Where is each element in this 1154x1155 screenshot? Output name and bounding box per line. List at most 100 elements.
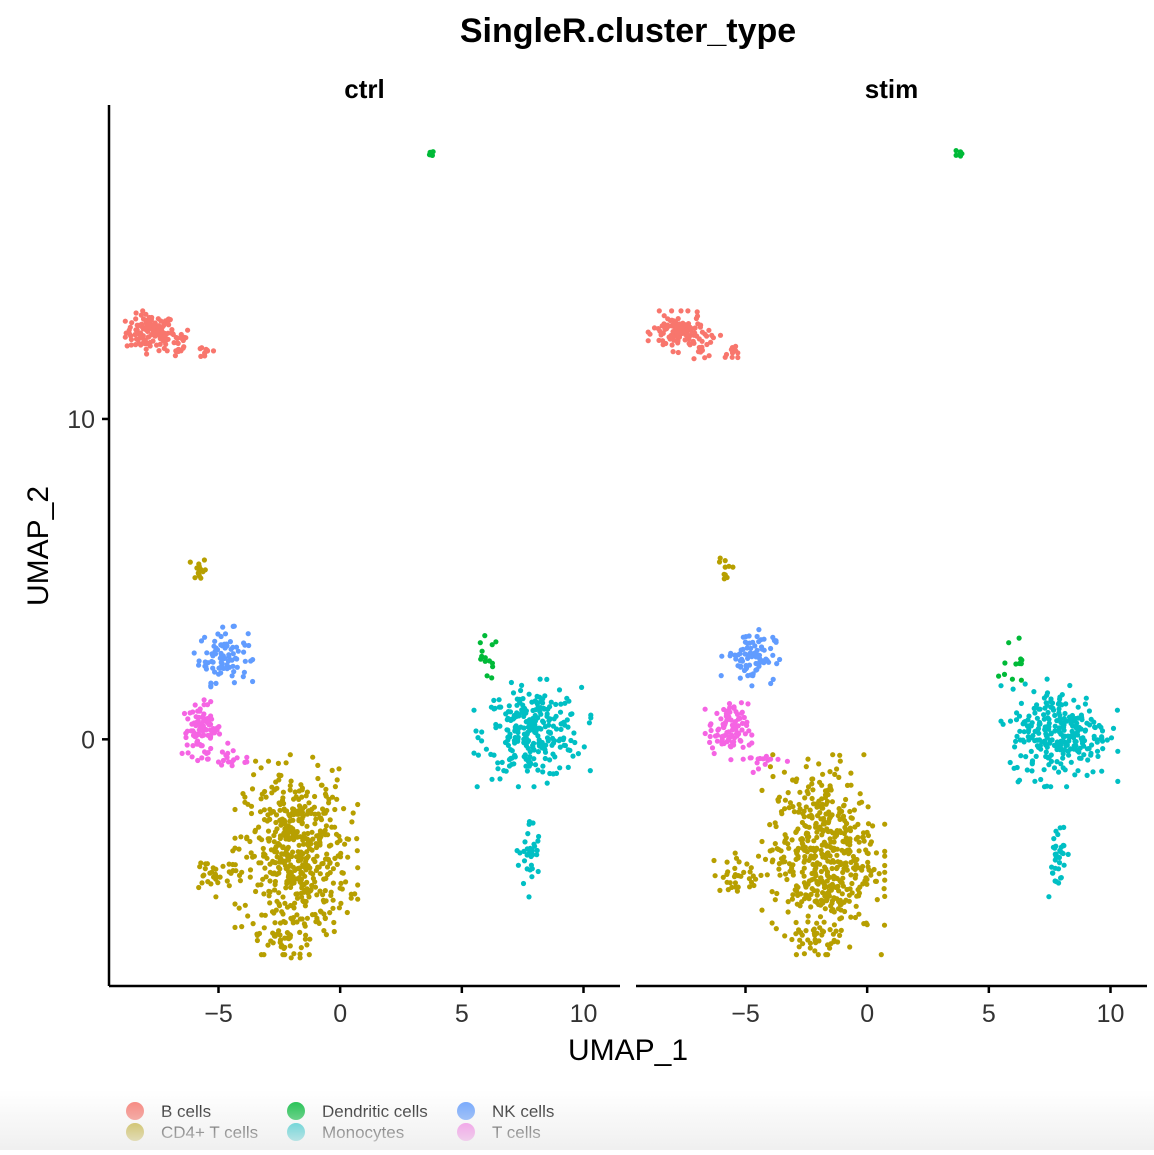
data-point bbox=[232, 655, 239, 661]
data-point bbox=[148, 317, 154, 323]
data-point bbox=[535, 767, 541, 773]
data-point bbox=[283, 760, 289, 766]
data-point bbox=[338, 900, 344, 907]
data-point bbox=[758, 644, 765, 650]
data-point bbox=[507, 709, 514, 715]
data-point bbox=[192, 575, 198, 581]
data-point bbox=[688, 325, 695, 332]
data-point bbox=[1058, 738, 1064, 744]
data-point bbox=[209, 730, 215, 736]
data-point bbox=[742, 651, 748, 657]
data-point bbox=[782, 859, 788, 865]
data-point bbox=[220, 757, 226, 764]
data-point bbox=[1084, 772, 1090, 779]
data-point bbox=[865, 821, 872, 827]
data-point bbox=[1018, 700, 1024, 707]
data-point bbox=[724, 739, 730, 745]
data-point bbox=[569, 711, 575, 717]
data-point bbox=[873, 878, 880, 885]
data-point bbox=[348, 895, 354, 901]
data-point bbox=[475, 735, 481, 741]
data-point bbox=[207, 735, 213, 741]
data-point bbox=[305, 810, 311, 816]
legend-label: Monocytes bbox=[322, 1123, 404, 1142]
data-point bbox=[1032, 778, 1038, 784]
data-point bbox=[193, 723, 199, 729]
data-point bbox=[848, 782, 854, 788]
data-point bbox=[237, 878, 243, 884]
data-point bbox=[1052, 728, 1058, 734]
data-point bbox=[575, 751, 582, 757]
data-point bbox=[706, 327, 712, 333]
data-point bbox=[274, 854, 280, 860]
x-tick-label: −5 bbox=[731, 1000, 760, 1028]
data-point bbox=[527, 754, 533, 760]
data-point bbox=[1048, 731, 1054, 737]
data-point bbox=[827, 853, 833, 859]
data-point bbox=[253, 758, 259, 764]
data-point bbox=[724, 574, 730, 581]
data-point bbox=[276, 890, 282, 896]
data-point bbox=[856, 911, 862, 917]
data-point bbox=[259, 912, 265, 918]
data-point bbox=[724, 859, 730, 865]
data-point bbox=[557, 765, 563, 771]
data-point bbox=[848, 914, 854, 920]
data-point bbox=[544, 676, 550, 683]
data-point bbox=[764, 872, 770, 878]
data-point bbox=[534, 852, 540, 858]
data-point bbox=[261, 891, 267, 897]
data-point bbox=[714, 732, 721, 738]
data-point bbox=[242, 902, 248, 908]
data-point bbox=[1072, 772, 1078, 778]
data-point bbox=[769, 847, 775, 853]
data-point bbox=[296, 875, 302, 881]
data-point bbox=[547, 770, 553, 777]
data-point bbox=[318, 909, 324, 915]
data-point bbox=[817, 925, 823, 931]
data-point bbox=[191, 650, 197, 656]
data-point bbox=[491, 697, 497, 704]
data-point bbox=[276, 903, 283, 909]
data-point bbox=[240, 791, 246, 797]
data-point bbox=[258, 765, 264, 771]
data-point bbox=[1114, 707, 1120, 713]
data-point bbox=[1000, 721, 1006, 727]
data-point bbox=[1046, 716, 1052, 722]
data-point bbox=[540, 763, 546, 769]
data-point bbox=[495, 766, 501, 772]
data-point bbox=[726, 701, 733, 707]
data-point bbox=[774, 890, 780, 897]
data-point bbox=[521, 858, 528, 864]
data-point bbox=[279, 909, 285, 915]
data-point bbox=[744, 861, 750, 867]
data-point bbox=[355, 882, 361, 888]
data-point bbox=[261, 925, 267, 931]
data-point bbox=[288, 955, 294, 961]
data-point bbox=[755, 853, 762, 859]
data-point bbox=[1075, 768, 1081, 774]
data-point bbox=[297, 951, 303, 957]
data-point bbox=[1041, 716, 1047, 722]
data-point bbox=[516, 712, 522, 719]
data-point bbox=[782, 839, 788, 845]
data-point bbox=[294, 912, 300, 918]
data-point bbox=[699, 338, 705, 344]
data-point bbox=[322, 915, 328, 921]
data-point bbox=[843, 796, 849, 803]
data-point bbox=[725, 712, 731, 719]
data-point bbox=[1013, 717, 1020, 723]
data-point bbox=[711, 750, 717, 757]
data-point bbox=[156, 323, 162, 329]
data-point bbox=[1115, 748, 1121, 754]
data-point bbox=[717, 555, 723, 561]
data-point bbox=[805, 784, 812, 790]
data-point bbox=[721, 706, 727, 713]
data-point bbox=[216, 731, 223, 737]
data-point bbox=[313, 841, 319, 847]
data-point bbox=[204, 650, 210, 656]
legend: B cells CD4+ T cells Dendritic cells Monocy… bbox=[126, 1102, 554, 1142]
data-point bbox=[341, 806, 347, 812]
data-point bbox=[746, 662, 753, 668]
data-point bbox=[1099, 734, 1105, 740]
